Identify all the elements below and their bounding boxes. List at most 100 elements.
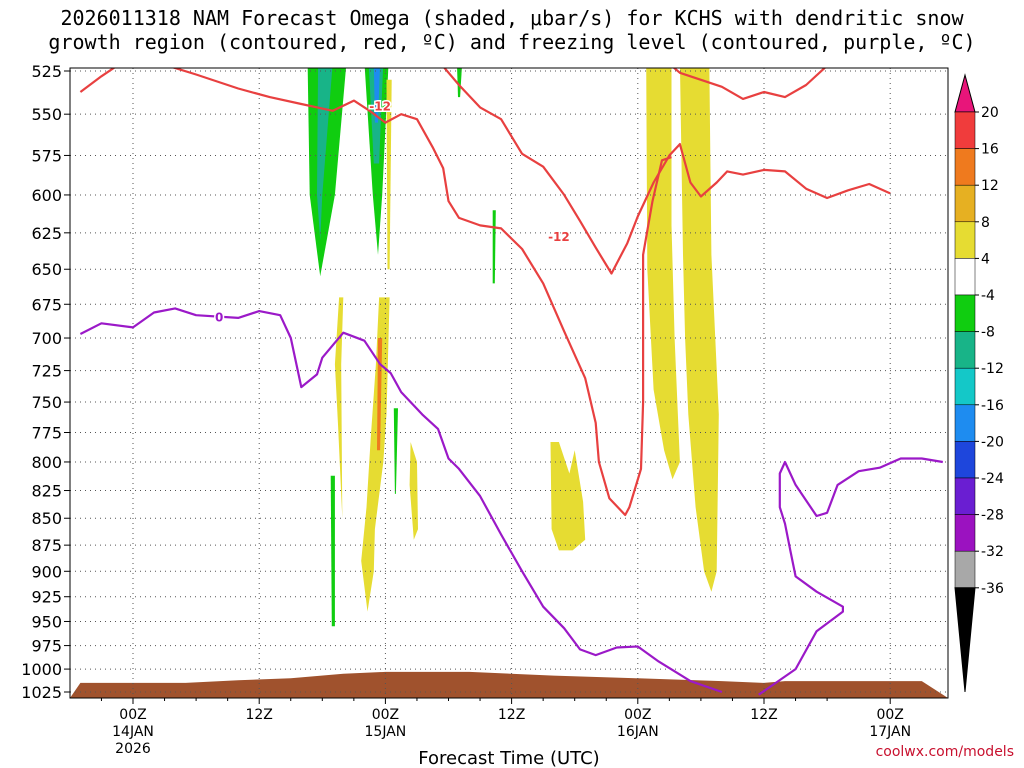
y-tick-label: 575 xyxy=(31,146,62,165)
colorbar: 20 16 12 8 4 -4 -8 -12 -16 -20 -24 -28 -32 -36 xyxy=(954,73,1004,693)
contour-labels: -12 -12 0 xyxy=(214,98,572,326)
terrain-fill xyxy=(70,671,948,698)
contour-line-2 xyxy=(672,68,827,101)
colorbar-segment xyxy=(954,441,976,479)
contour-line-4 xyxy=(758,457,943,696)
colorbar-segment xyxy=(954,477,976,515)
y-tick-label: 750 xyxy=(31,393,62,412)
colorbar-label: 8 xyxy=(981,215,990,231)
colorbar-segment xyxy=(954,221,976,259)
contour-label: 0 xyxy=(215,311,223,325)
y-tick-label: 1025 xyxy=(21,683,62,702)
y-tick-label: 775 xyxy=(31,423,62,442)
terrain-layer xyxy=(70,671,948,698)
colorbar-segment xyxy=(954,514,976,552)
colorbar-label: 12 xyxy=(981,178,999,194)
colorbar-label: -24 xyxy=(981,471,1004,487)
x-tick-label: 00Z xyxy=(624,707,651,723)
colorbar-bottom-arrow xyxy=(954,587,976,693)
omega-region-11 xyxy=(361,297,390,612)
x-tick-label: 00Z xyxy=(876,707,903,723)
y-tick-label: 800 xyxy=(31,453,62,472)
x-tick-label: 00Z xyxy=(119,707,146,723)
omega-region-9 xyxy=(679,68,719,592)
omega-region-6 xyxy=(457,68,462,98)
y-tick-label: 1000 xyxy=(21,660,62,679)
y-tick-label: 925 xyxy=(31,588,62,607)
y-tick-label: 550 xyxy=(31,105,62,124)
y-tick-label: 725 xyxy=(31,362,62,381)
contour-lines xyxy=(79,68,943,696)
y-tick-label: 525 xyxy=(31,62,62,81)
omega-region-10 xyxy=(334,297,344,519)
x-tick-label: 16JAN xyxy=(617,724,659,740)
y-tick-label: 900 xyxy=(31,562,62,581)
x-tick-label: 15JAN xyxy=(365,724,407,740)
plot-frame xyxy=(69,67,949,699)
omega-shading xyxy=(307,68,719,627)
x-axis-title: Forecast Time (UTC) xyxy=(418,748,599,768)
source-credit: coolwx.com/models xyxy=(875,744,1014,760)
x-tick-label: 2026 xyxy=(115,741,151,757)
contour-label: -12 xyxy=(548,230,570,244)
contour-line-1 xyxy=(443,68,891,275)
omega-region-13 xyxy=(393,408,398,494)
colorbar-top-arrow xyxy=(954,73,976,113)
colorbar-label: -28 xyxy=(981,508,1004,524)
y-tick-label: 600 xyxy=(31,186,62,205)
x-tick-label: 00Z xyxy=(372,707,399,723)
colorbar-segment xyxy=(954,111,976,149)
colorbar-segment xyxy=(954,367,976,406)
colorbar-segment xyxy=(954,550,976,589)
y-tick-label: 675 xyxy=(31,295,62,314)
plot-background xyxy=(70,68,948,698)
colorbar-segment xyxy=(954,258,976,296)
x-tick-label: 14JAN xyxy=(112,724,154,740)
omega-region-14 xyxy=(409,442,418,540)
x-tick-label: 12Z xyxy=(498,707,525,723)
x-tick-label: 12Z xyxy=(245,707,272,723)
x-tick-label: 17JAN xyxy=(869,724,911,740)
colorbar-segment xyxy=(954,294,976,332)
colorbar-segment xyxy=(954,148,976,186)
colorbar-label: 16 xyxy=(981,142,999,158)
omega-region-5 xyxy=(386,79,392,270)
colorbar-label: -36 xyxy=(981,581,1004,597)
omega-region-0 xyxy=(307,68,346,277)
chart-title-line-1: 2026011318 NAM Forecast Omega (shaded, μ… xyxy=(60,6,964,30)
colorbar-segment xyxy=(954,184,976,223)
colorbar-label: -12 xyxy=(981,361,1004,377)
contour-line-0 xyxy=(79,68,672,517)
y-tick-label: 700 xyxy=(31,329,62,348)
grid-lines xyxy=(70,68,948,698)
y-tick-label: 850 xyxy=(31,509,62,528)
colorbar-label: -20 xyxy=(981,434,1004,450)
y-tick-label: 625 xyxy=(31,224,62,243)
colorbar-segment xyxy=(954,331,976,369)
omega-region-1 xyxy=(317,68,333,241)
colorbar-label: -16 xyxy=(981,398,1004,414)
contour-line-3 xyxy=(79,307,723,694)
omega-region-8 xyxy=(646,68,680,480)
y-tick-label: 875 xyxy=(31,536,62,555)
chart-title-line-2: growth region (contoured, red, ºC) and f… xyxy=(48,30,976,54)
omega-region-16 xyxy=(550,442,586,551)
chart-title: 2026011318 NAM Forecast Omega (shaded, μ… xyxy=(0,6,1024,54)
contour-label: -12 xyxy=(369,100,391,114)
y-tick-label: 950 xyxy=(31,612,62,631)
colorbar-label: -4 xyxy=(981,288,995,304)
y-tick-label: 650 xyxy=(31,260,62,279)
colorbar-label: 20 xyxy=(981,105,999,121)
colorbar-label: -8 xyxy=(981,325,995,341)
colorbar-segment xyxy=(954,404,976,442)
omega-region-4 xyxy=(373,68,380,123)
colorbar-label: -32 xyxy=(981,544,1004,560)
y-tick-label: 975 xyxy=(31,637,62,656)
colorbar-label: 4 xyxy=(981,251,990,267)
omega-region-15 xyxy=(330,475,335,627)
y-tick-label: 825 xyxy=(31,482,62,501)
x-tick-label: 12Z xyxy=(750,707,777,723)
y-axis: 525 550 575 600 625 650 675 700 725 750 775 800 825 8… xyxy=(21,62,70,702)
